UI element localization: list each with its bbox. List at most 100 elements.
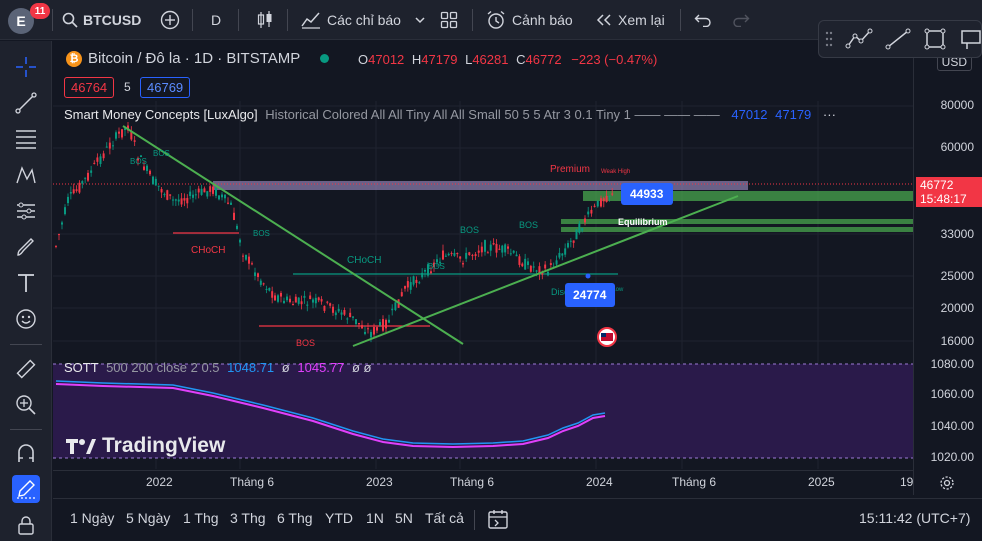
toolbar-divider (10, 344, 42, 345)
brush-tool[interactable] (12, 233, 40, 261)
buy-price-button[interactable]: 46769 (140, 77, 191, 98)
time-tick: Tháng 6 (230, 475, 275, 489)
candle-body (456, 252, 459, 255)
candle-body (555, 260, 558, 265)
indicator-name: Smart Money Concepts [LuxAlgo] (64, 107, 258, 122)
range-5d-button[interactable]: 5 Ngày (126, 510, 171, 526)
candle-body (224, 194, 226, 199)
path-icon (845, 28, 873, 49)
candle-body (245, 254, 247, 260)
user-avatar[interactable]: E (8, 8, 34, 34)
candle-body (459, 256, 462, 259)
price-axis[interactable]: USD 80000 60000 33000 25000 20000 16000 … (913, 41, 982, 495)
price-tick: 16000 (940, 334, 974, 348)
forecast-tool[interactable] (12, 197, 40, 225)
candle-body (385, 319, 387, 329)
candle-body (87, 172, 89, 181)
range-3m-button[interactable]: 3 Thg (230, 510, 266, 526)
range-ytd-button[interactable]: YTD (325, 510, 353, 526)
indicators-button[interactable]: Các chỉ báo (301, 0, 401, 40)
callout-tool-button[interactable] (959, 27, 981, 54)
undo-button[interactable] (694, 0, 712, 40)
candle-body (90, 170, 93, 173)
line-tool-button[interactable] (885, 27, 911, 54)
rectangle-tool-button[interactable] (923, 27, 947, 54)
grid-icon (440, 11, 458, 29)
range-1d-button[interactable]: 1 Ngày (70, 510, 115, 526)
fib-tool[interactable] (12, 125, 40, 153)
candle-body (102, 153, 105, 159)
candle-body (166, 190, 169, 200)
trend-line-tool[interactable] (12, 89, 40, 117)
candle-body (149, 170, 151, 175)
candle-body (509, 253, 512, 255)
path-tool-button[interactable] (845, 27, 873, 54)
pattern-tool[interactable] (12, 161, 40, 189)
goto-date-button[interactable] (487, 508, 509, 533)
drawing-toolbar (0, 41, 52, 541)
candle-body (130, 131, 133, 140)
indicator-params: Historical Colored All All Tiny All All … (265, 107, 720, 122)
toolbar-divider (238, 9, 239, 31)
candle-body (340, 312, 343, 315)
smc-structure-label: CHoCH (191, 245, 225, 256)
price-chart[interactable]: CHoCH CHoCH BOS BOS BOS BOS BOS BOS BOS Premium We… (53, 41, 982, 495)
clock-timezone[interactable]: 15:11:42 (UTC+7) (859, 510, 971, 526)
drag-handle-icon[interactable] (825, 29, 833, 49)
icons-tool[interactable] (12, 305, 40, 333)
range-1m-button[interactable]: 1 Thg (183, 510, 219, 526)
symbol-label: BTCUSD (83, 12, 142, 28)
replay-button[interactable]: Xem lại (595, 0, 665, 40)
candle-body (477, 250, 480, 253)
alerts-button[interactable]: Cảnh báo (486, 0, 573, 40)
candle-body (197, 188, 200, 193)
interval-button[interactable]: D (211, 0, 221, 40)
toolbar-divider (52, 9, 53, 31)
candle-body (409, 282, 412, 290)
crosshair-tool[interactable] (12, 53, 40, 81)
candles-icon (257, 11, 272, 28)
sell-price-button[interactable]: 46764 (64, 77, 115, 98)
text-tool[interactable] (12, 269, 40, 297)
candle-body (221, 194, 223, 198)
symbol-search-button[interactable]: BTCUSD (62, 0, 141, 40)
candle-body (81, 181, 84, 184)
symbol-legend[interactable]: ₿ Bitcoin / Đô la · 1D · BITSTAMP (66, 50, 330, 67)
candle-body (596, 200, 599, 207)
time-axis[interactable]: 2022 Tháng 6 2023 Tháng 6 2024 Tháng 6 2… (53, 470, 913, 495)
premium-label: Premium (550, 164, 590, 175)
marker-high-badge (621, 183, 673, 205)
drawing-mode-tool[interactable] (12, 475, 40, 503)
indicators-dropdown[interactable] (414, 0, 426, 40)
lock-tool[interactable] (12, 511, 40, 539)
candle-body (236, 225, 238, 229)
magnet-tool[interactable] (12, 439, 40, 467)
sott-indicator-legend[interactable]: SOTT 500 200 close 2 0.5 1048.71 ø 1045.… (64, 360, 372, 375)
range-5y-button[interactable]: 5N (395, 510, 413, 526)
candle-body (143, 166, 145, 170)
redo-icon (733, 14, 750, 27)
compare-symbol-button[interactable] (160, 0, 180, 40)
candle-body (67, 196, 69, 204)
layouts-button[interactable] (440, 0, 458, 40)
range-1y-button[interactable]: 1N (366, 510, 384, 526)
alerts-label: Cảnh báo (512, 12, 573, 28)
redo-button[interactable] (732, 0, 750, 40)
candle-body (611, 193, 614, 195)
range-all-button[interactable]: Tất cả (425, 510, 464, 526)
chart-type-button[interactable] (256, 0, 274, 40)
candle-body (137, 157, 139, 161)
candle-body (274, 295, 276, 301)
zoom-tool[interactable] (12, 391, 40, 419)
smc-structure-label: BOS (130, 157, 147, 166)
chart-settings-button[interactable] (932, 472, 962, 494)
candle-body (251, 263, 253, 265)
measure-tool[interactable] (12, 355, 40, 383)
candle-body (72, 189, 75, 194)
candle-body (314, 297, 317, 304)
range-6m-button[interactable]: 6 Thg (277, 510, 313, 526)
candle-body (257, 273, 259, 278)
more-icon[interactable]: ··· (822, 107, 836, 122)
smc-indicator-legend[interactable]: Smart Money Concepts [LuxAlgo] Historica… (64, 107, 836, 122)
candle-body (326, 301, 329, 303)
